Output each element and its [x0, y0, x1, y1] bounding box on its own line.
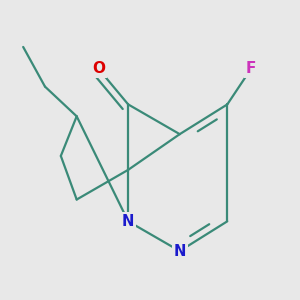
- Text: F: F: [246, 61, 256, 76]
- Text: N: N: [122, 214, 134, 229]
- Text: N: N: [173, 244, 186, 259]
- Text: O: O: [92, 61, 105, 76]
